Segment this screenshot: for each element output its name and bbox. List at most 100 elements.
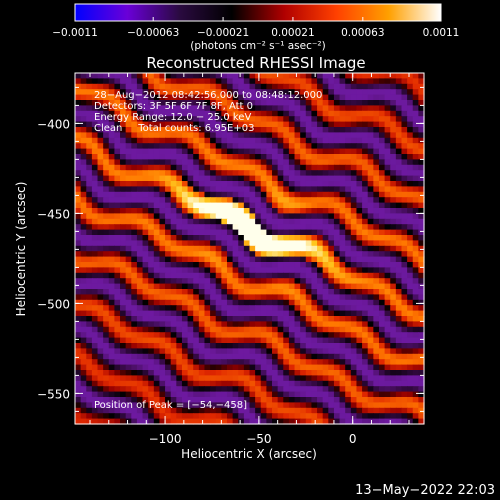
heatmap-cell <box>288 256 296 263</box>
heatmap-cell <box>170 321 177 328</box>
heatmap-cell <box>176 326 183 333</box>
heatmap-cell <box>317 337 324 344</box>
heatmap-cell <box>294 267 301 274</box>
heatmap-cell <box>80 289 87 295</box>
heatmap-cell <box>345 337 352 344</box>
heatmap-cell <box>148 380 155 387</box>
heatmap-cell <box>300 208 307 214</box>
heatmap-cell <box>210 386 217 393</box>
heatmap-cell <box>283 127 290 133</box>
heatmap-cell <box>407 186 414 193</box>
heatmap-cell <box>339 235 346 241</box>
heatmap-cell <box>260 105 267 112</box>
heatmap-cell <box>80 337 87 344</box>
heatmap-cell <box>272 78 279 85</box>
heatmap-cell <box>226 105 234 112</box>
heatmap-cell <box>97 343 104 349</box>
heatmap-cell <box>322 94 329 101</box>
heatmap-cell <box>232 94 239 101</box>
heatmap-cell <box>103 407 110 414</box>
heatmap-cell <box>367 213 374 220</box>
heatmap-cell <box>277 348 284 355</box>
heatmap-cell <box>148 337 155 344</box>
heatmap-cell <box>390 418 397 425</box>
heatmap-cell <box>407 299 414 306</box>
heatmap-cell <box>170 364 177 371</box>
heatmap-cell <box>108 116 115 123</box>
heatmap-cell <box>322 321 329 328</box>
heatmap-cell <box>125 186 132 193</box>
heatmap-cell <box>198 191 206 198</box>
heatmap-cell <box>210 175 217 182</box>
heatmap-cell <box>204 191 211 198</box>
heatmap-cell <box>159 164 166 171</box>
heatmap-cell <box>86 348 93 355</box>
heatmap-cell <box>193 186 200 193</box>
heatmap-cell <box>210 154 217 160</box>
heatmap-cell <box>390 332 397 339</box>
heatmap-cell <box>407 305 414 312</box>
heatmap-cell <box>328 278 335 285</box>
heatmap-cell <box>317 224 324 231</box>
heatmap-cell <box>283 397 290 403</box>
heatmap-cell <box>210 191 217 198</box>
heatmap-cell <box>97 175 104 182</box>
heatmap-cell <box>238 240 245 247</box>
heatmap-cell <box>412 418 419 425</box>
annotation-time-range: 28−Aug−2012 08:42:56.000 to 08:48:12.000 <box>94 90 322 101</box>
heatmap-cell <box>255 348 262 355</box>
heatmap-cell <box>322 235 329 241</box>
heatmap-cell <box>350 332 358 339</box>
heatmap-cell <box>181 343 189 349</box>
heatmap-cell <box>97 299 104 306</box>
heatmap-cell <box>288 175 296 182</box>
heatmap-cell <box>159 316 166 322</box>
heatmap-cell <box>238 208 245 214</box>
heatmap-cell <box>97 110 104 117</box>
heatmap-cell <box>345 418 352 425</box>
heatmap-cell <box>114 256 121 263</box>
heatmap-cell <box>373 251 380 258</box>
heatmap-cell <box>165 343 172 349</box>
heatmap-cell <box>373 262 380 268</box>
heatmap-cell <box>350 175 358 182</box>
heatmap-cell <box>80 407 87 414</box>
heatmap-cell <box>277 359 284 366</box>
heatmap-cell <box>272 413 279 420</box>
heatmap-cell <box>418 262 425 268</box>
heatmap-cell <box>378 316 386 322</box>
heatmap-cell <box>120 283 127 290</box>
heatmap-cell <box>114 289 121 295</box>
heatmap-cell <box>210 73 217 79</box>
heatmap-cell <box>350 240 358 247</box>
heatmap-cell <box>322 310 329 317</box>
heatmap-cell <box>238 164 245 171</box>
heatmap-cell <box>131 375 138 382</box>
heatmap-cell <box>272 121 279 128</box>
heatmap-cell <box>418 83 425 90</box>
heatmap-cell <box>226 110 234 117</box>
heatmap-cell <box>91 310 99 317</box>
heatmap-cell <box>378 359 386 366</box>
heatmap-cell <box>367 353 374 360</box>
heatmap-cell <box>378 127 386 133</box>
heatmap-cell <box>390 343 397 349</box>
heatmap-cell <box>300 380 307 387</box>
heatmap-cell <box>266 299 273 306</box>
heatmap-cell <box>322 121 329 128</box>
heatmap-cell <box>103 391 110 398</box>
heatmap-cell <box>317 229 324 236</box>
heatmap-cell <box>317 202 324 209</box>
heatmap-cell <box>407 370 414 376</box>
heatmap-cell <box>322 386 329 393</box>
heatmap-cell <box>378 235 386 241</box>
heatmap-cell <box>328 272 335 279</box>
heatmap-cell <box>249 235 256 241</box>
heatmap-cell <box>300 170 307 177</box>
heatmap-cell <box>136 110 144 117</box>
heatmap-cell <box>210 208 217 214</box>
heatmap-cell <box>148 164 155 171</box>
heatmap-cell <box>272 116 279 123</box>
heatmap-cell <box>322 413 329 420</box>
heatmap-cell <box>170 299 177 306</box>
